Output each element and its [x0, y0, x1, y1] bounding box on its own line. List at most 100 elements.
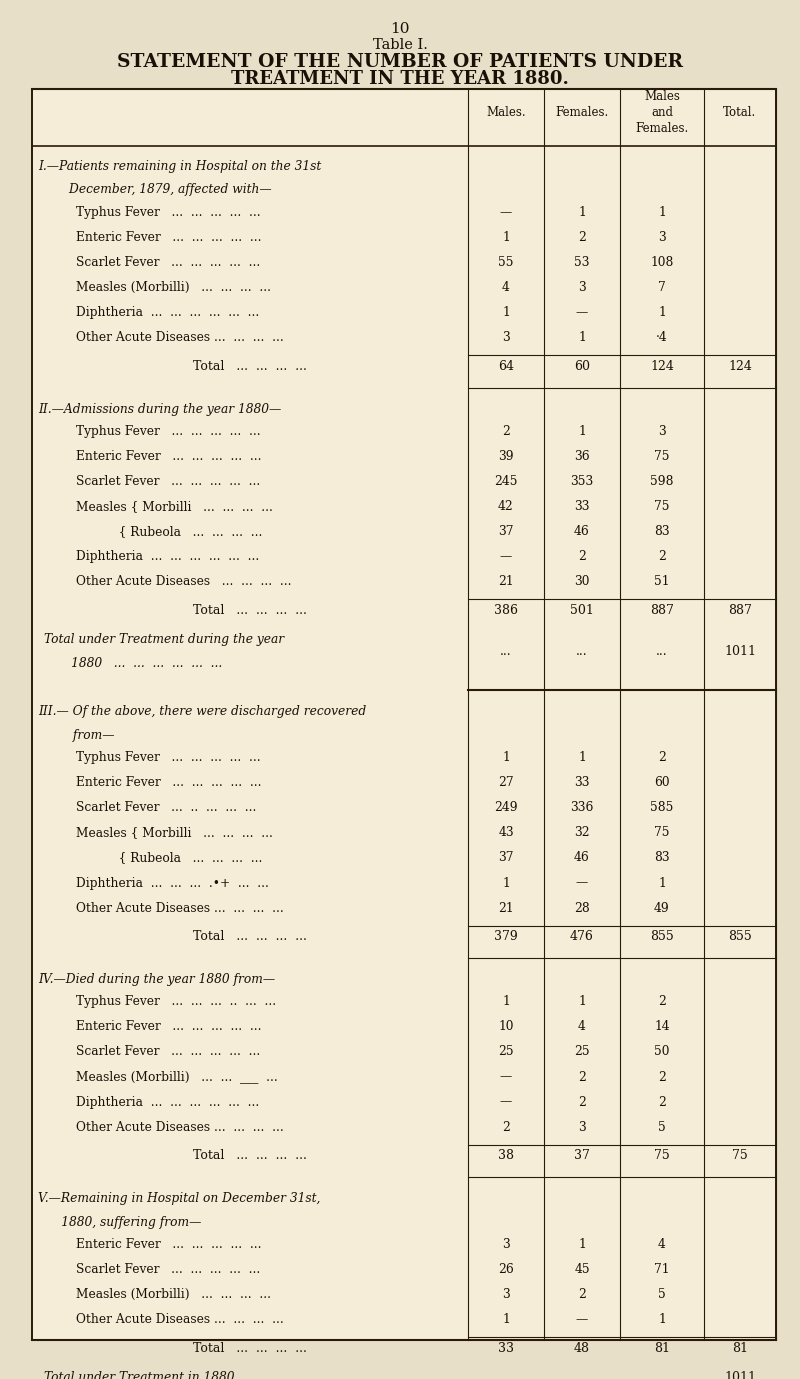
Text: ...: ... [576, 1371, 588, 1379]
Text: Scarlet Fever   ...  ...  ...  ...  ...: Scarlet Fever ... ... ... ... ... [76, 476, 260, 488]
Text: 124: 124 [728, 360, 752, 374]
Text: { Rubeola   ...  ...  ...  ...: { Rubeola ... ... ... ... [76, 525, 262, 538]
Text: 1011: 1011 [724, 1371, 756, 1379]
Text: 585: 585 [650, 801, 674, 815]
Text: 4: 4 [578, 1020, 586, 1033]
Text: 25: 25 [574, 1045, 590, 1059]
Text: 1: 1 [658, 877, 666, 889]
Text: 598: 598 [650, 476, 674, 488]
Text: December, 1879, affected with—: December, 1879, affected with— [38, 183, 272, 196]
Text: Total under Treatment during the year: Total under Treatment during the year [44, 633, 284, 647]
Text: ·4: ·4 [656, 331, 668, 345]
Text: —: — [576, 877, 588, 889]
Text: 2: 2 [578, 232, 586, 244]
Text: ...: ... [576, 645, 588, 658]
Text: Other Acute Diseases ...  ...  ...  ...: Other Acute Diseases ... ... ... ... [76, 1121, 284, 1134]
Text: 60: 60 [654, 776, 670, 789]
Text: 1011: 1011 [724, 645, 756, 658]
Text: Other Acute Diseases ...  ...  ...  ...: Other Acute Diseases ... ... ... ... [76, 331, 284, 345]
Text: 50: 50 [654, 1045, 670, 1059]
Text: { Rubeola   ...  ...  ...  ...: { Rubeola ... ... ... ... [76, 851, 262, 865]
Text: Scarlet Fever   ...  ...  ...  ...  ...: Scarlet Fever ... ... ... ... ... [76, 1263, 260, 1277]
Text: 1: 1 [502, 996, 510, 1008]
Text: 75: 75 [654, 1149, 670, 1162]
Text: Other Acute Diseases   ...  ...  ...  ...: Other Acute Diseases ... ... ... ... [76, 575, 291, 589]
Text: 10: 10 [498, 1020, 514, 1033]
Text: 26: 26 [498, 1263, 514, 1277]
Text: Diphtheria  ...  ...  ...  ...  ...  ...: Diphtheria ... ... ... ... ... ... [76, 1095, 259, 1109]
Text: 49: 49 [654, 902, 670, 914]
Text: 2: 2 [658, 550, 666, 564]
Text: Total   ...  ...  ...  ...: Total ... ... ... ... [193, 604, 307, 618]
Text: Typhus Fever   ...  ...  ...  ..  ...  ...: Typhus Fever ... ... ... .. ... ... [76, 996, 276, 1008]
Text: 33: 33 [498, 1342, 514, 1356]
Text: 10: 10 [390, 22, 410, 36]
FancyBboxPatch shape [32, 90, 776, 1340]
Text: Measles (Morbilli)   ...  ...  ...  ...: Measles (Morbilli) ... ... ... ... [76, 1288, 271, 1302]
Text: 81: 81 [654, 1342, 670, 1356]
Text: Enteric Fever   ...  ...  ...  ...  ...: Enteric Fever ... ... ... ... ... [76, 451, 262, 463]
Text: 3: 3 [502, 331, 510, 345]
Text: 64: 64 [498, 360, 514, 374]
Text: 60: 60 [574, 360, 590, 374]
Text: Males
and
Females.: Males and Females. [635, 90, 689, 135]
Text: Males.: Males. [486, 106, 526, 119]
Text: Measles { Morbilli   ...  ...  ...  ...: Measles { Morbilli ... ... ... ... [76, 501, 273, 513]
Text: 83: 83 [654, 851, 670, 865]
Text: 42: 42 [498, 501, 514, 513]
Text: 1: 1 [658, 1313, 666, 1327]
Text: Typhus Fever   ...  ...  ...  ...  ...: Typhus Fever ... ... ... ... ... [76, 752, 261, 764]
Text: 33: 33 [574, 501, 590, 513]
Text: from—: from— [38, 728, 115, 742]
Text: Enteric Fever   ...  ...  ...  ...  ...: Enteric Fever ... ... ... ... ... [76, 232, 262, 244]
Text: Total under Treatment in 1880 ...  ...: Total under Treatment in 1880 ... ... [44, 1371, 270, 1379]
Text: ...: ... [656, 645, 668, 658]
Text: 1: 1 [578, 207, 586, 219]
Text: 14: 14 [654, 1020, 670, 1033]
Text: 2: 2 [578, 1070, 586, 1084]
Text: 2: 2 [658, 996, 666, 1008]
Text: Typhus Fever   ...  ...  ...  ...  ...: Typhus Fever ... ... ... ... ... [76, 425, 261, 439]
Text: 37: 37 [574, 1149, 590, 1162]
Text: 1880   ...  ...  ...  ...  ...  ...: 1880 ... ... ... ... ... ... [44, 658, 222, 670]
Text: Total   ...  ...  ...  ...: Total ... ... ... ... [193, 360, 307, 374]
Text: II.—Admissions during the year 1880—: II.—Admissions during the year 1880— [38, 403, 282, 415]
Text: 37: 37 [498, 525, 514, 538]
Text: Females.: Females. [555, 106, 609, 119]
Text: Diphtheria  ...  ...  ...  ...  ...  ...: Diphtheria ... ... ... ... ... ... [76, 306, 259, 320]
Text: 1: 1 [578, 996, 586, 1008]
Text: 1: 1 [502, 1313, 510, 1327]
Text: 501: 501 [570, 604, 594, 618]
Text: Total   ...  ...  ...  ...: Total ... ... ... ... [193, 1342, 307, 1356]
Text: 75: 75 [654, 451, 670, 463]
Text: 1: 1 [578, 425, 586, 439]
Text: —: — [500, 207, 512, 219]
Text: Table I.: Table I. [373, 37, 427, 52]
Text: Total   ...  ...  ...  ...: Total ... ... ... ... [193, 1149, 307, 1162]
Text: TREATMENT IN THE YEAR 1880.: TREATMENT IN THE YEAR 1880. [231, 70, 569, 88]
Text: 39: 39 [498, 451, 514, 463]
Text: 75: 75 [654, 501, 670, 513]
Text: Total   ...  ...  ...  ...: Total ... ... ... ... [193, 931, 307, 943]
Text: Enteric Fever   ...  ...  ...  ...  ...: Enteric Fever ... ... ... ... ... [76, 1020, 262, 1033]
Text: 855: 855 [650, 931, 674, 943]
Text: 245: 245 [494, 476, 518, 488]
Text: 81: 81 [732, 1342, 748, 1356]
Text: 4: 4 [658, 1238, 666, 1251]
Text: 386: 386 [494, 604, 518, 618]
Text: III.— Of the above, there were discharged recovered: III.— Of the above, there were discharge… [38, 705, 366, 718]
Text: 2: 2 [658, 1070, 666, 1084]
Text: 46: 46 [574, 525, 590, 538]
Text: 48: 48 [574, 1342, 590, 1356]
Text: 249: 249 [494, 801, 518, 815]
Text: 21: 21 [498, 902, 514, 914]
Text: 55: 55 [498, 256, 514, 269]
Text: 25: 25 [498, 1045, 514, 1059]
Text: 46: 46 [574, 851, 590, 865]
Text: 5: 5 [658, 1288, 666, 1302]
Text: 1: 1 [578, 752, 586, 764]
Text: 1: 1 [578, 331, 586, 345]
Text: Other Acute Diseases ...  ...  ...  ...: Other Acute Diseases ... ... ... ... [76, 902, 284, 914]
Text: 2: 2 [502, 1121, 510, 1134]
Text: 2: 2 [658, 752, 666, 764]
